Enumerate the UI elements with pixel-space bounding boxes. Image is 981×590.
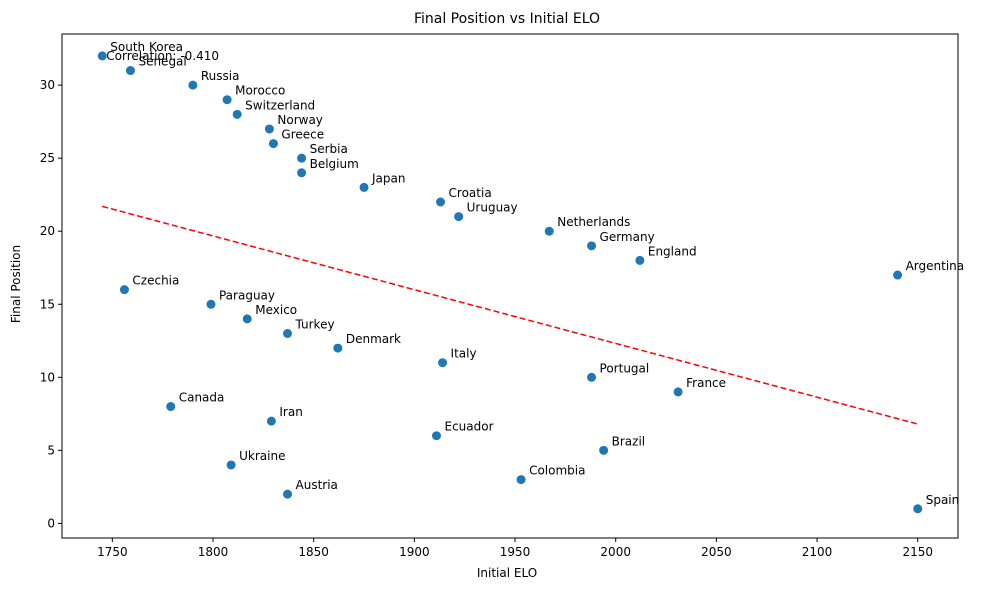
data-point xyxy=(125,66,135,76)
point-label: Croatia xyxy=(449,186,492,200)
data-point xyxy=(432,431,442,441)
point-label: Norway xyxy=(277,113,323,127)
data-point xyxy=(264,124,274,134)
point-label: Belgium xyxy=(310,157,359,171)
chart-title: Final Position vs Initial ELO xyxy=(414,11,600,27)
data-point xyxy=(97,51,107,61)
data-point xyxy=(268,139,278,149)
data-point xyxy=(438,358,448,368)
data-point xyxy=(242,314,252,324)
data-point xyxy=(297,168,307,178)
point-label: Greece xyxy=(281,128,324,142)
point-label: Germany xyxy=(600,230,655,244)
point-label: South Korea xyxy=(110,40,183,54)
x-axis-title: Initial ELO xyxy=(477,566,537,580)
point-label: Uruguay xyxy=(467,201,518,215)
y-tick-label: 30 xyxy=(40,78,55,92)
data-point xyxy=(222,95,232,105)
point-label: Colombia xyxy=(529,464,585,478)
point-label: Serbia xyxy=(310,142,348,156)
x-tick-label: 2150 xyxy=(902,545,933,559)
point-label: Russia xyxy=(201,69,240,83)
data-point xyxy=(587,372,597,382)
data-point xyxy=(544,226,554,236)
point-label: Morocco xyxy=(235,84,285,98)
data-point xyxy=(436,197,446,207)
data-point xyxy=(673,387,683,397)
point-label: Denmark xyxy=(346,332,401,346)
data-point xyxy=(893,270,903,280)
data-point xyxy=(283,328,293,338)
point-label: Argentina xyxy=(906,259,965,273)
y-tick-label: 25 xyxy=(40,151,55,165)
data-point xyxy=(587,241,597,251)
x-tick-label: 2100 xyxy=(802,545,833,559)
point-label: Mexico xyxy=(255,303,297,317)
x-tick-label: 1850 xyxy=(298,545,329,559)
data-point xyxy=(166,402,176,412)
data-point xyxy=(206,299,216,309)
data-point xyxy=(913,504,923,514)
x-tick-label: 1950 xyxy=(500,545,531,559)
y-tick-label: 10 xyxy=(40,370,55,384)
point-label: Italy xyxy=(451,347,477,361)
point-label: Ecuador xyxy=(445,420,494,434)
point-label: Turkey xyxy=(295,317,335,331)
correlation-annotation: Correlation: -0.410 xyxy=(106,49,219,63)
data-point xyxy=(599,445,609,455)
point-label: Iran xyxy=(279,405,302,419)
y-axis-title: Final Position xyxy=(9,245,23,323)
data-point xyxy=(266,416,276,426)
point-label: England xyxy=(648,244,697,258)
data-point xyxy=(635,255,645,265)
point-label: Czechia xyxy=(132,274,179,288)
point-label: Japan xyxy=(371,171,405,185)
data-point xyxy=(188,80,198,90)
data-point xyxy=(516,475,526,485)
x-tick-label: 1900 xyxy=(399,545,430,559)
data-point xyxy=(297,153,307,163)
data-point xyxy=(454,212,464,222)
plot-area: 1750 1800 1850 1900 1950 2000 2050 2100 2150 0 5 10… xyxy=(40,33,965,559)
point-label: Portugal xyxy=(600,361,650,375)
x-tick-label: 2000 xyxy=(600,545,631,559)
point-label: Netherlands xyxy=(557,215,630,229)
y-tick-label: 20 xyxy=(40,224,55,238)
data-point xyxy=(333,343,343,353)
x-tick-label: 1800 xyxy=(198,545,229,559)
data-point xyxy=(232,109,242,119)
point-label: Austria xyxy=(296,478,338,492)
point-label: Paraguay xyxy=(219,288,275,302)
data-point xyxy=(283,489,293,499)
x-tick-label: 1750 xyxy=(97,545,128,559)
point-label: France xyxy=(686,376,726,390)
point-label: Brazil xyxy=(612,434,646,448)
plot-frame xyxy=(61,33,959,539)
y-tick-label: 5 xyxy=(47,443,55,457)
point-label: Spain xyxy=(926,493,960,507)
trend-line xyxy=(102,205,918,425)
x-tick-label: 2050 xyxy=(701,545,732,559)
data-point xyxy=(119,285,129,295)
point-label: Switzerland xyxy=(245,98,315,112)
point-label: Canada xyxy=(179,391,225,405)
data-point xyxy=(226,460,236,470)
data-point xyxy=(359,182,369,192)
y-tick-label: 0 xyxy=(47,516,55,530)
point-label: Senegal xyxy=(138,55,186,69)
y-tick-label: 15 xyxy=(40,297,55,311)
point-label: Ukraine xyxy=(239,449,285,463)
